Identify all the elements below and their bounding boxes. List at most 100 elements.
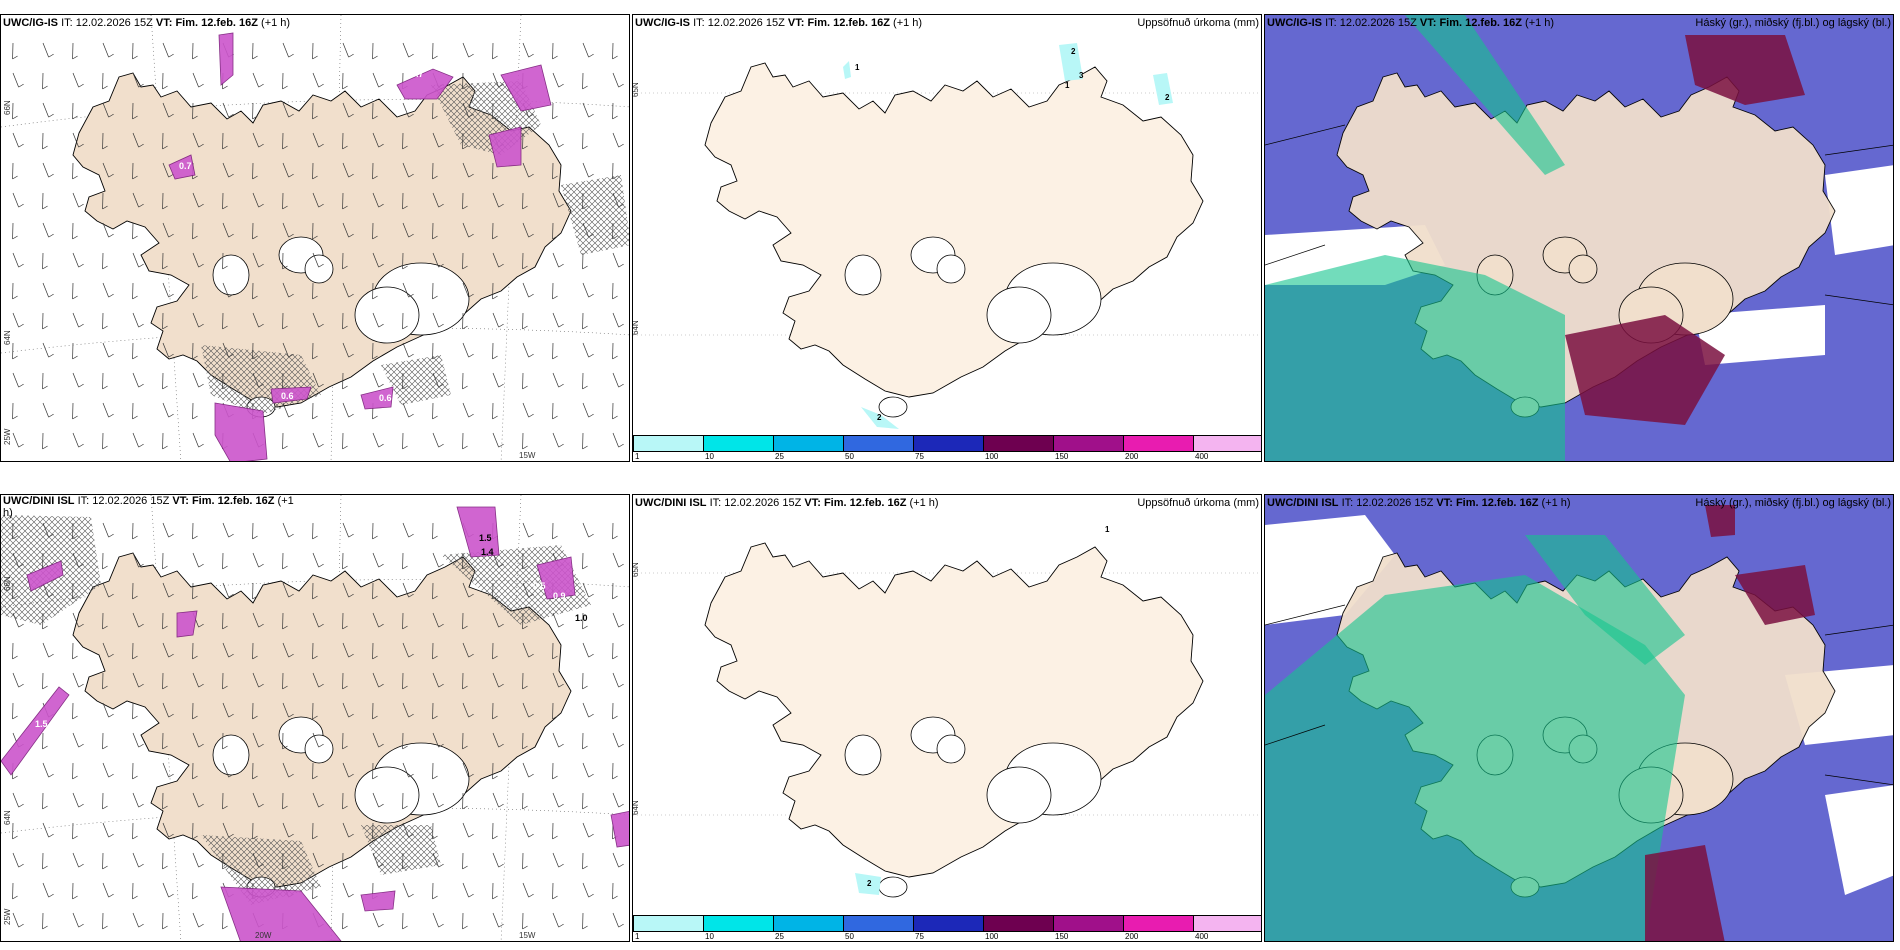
wind-barb-flag <box>522 325 528 330</box>
wind-barb-flag <box>372 235 378 240</box>
wind-barb-flag <box>552 895 558 900</box>
wind-barb-flag <box>108 413 114 418</box>
wind-barb-flag <box>492 415 498 420</box>
wind-barb-flag <box>318 863 324 868</box>
wind-barb-flag <box>618 83 624 88</box>
wind-barb <box>282 582 289 598</box>
wind-barb <box>42 282 49 298</box>
wind-barb-flag <box>318 203 324 208</box>
wind-barb-flag <box>582 385 588 390</box>
wind-barb-flag <box>102 445 108 450</box>
wind-barb <box>42 222 49 238</box>
wind-barb-flag <box>312 115 318 120</box>
precip-area <box>270 386 312 404</box>
wind-barb-flag <box>252 355 258 360</box>
wind-barb-flag <box>78 743 84 748</box>
wind-barb <box>432 672 439 688</box>
wind-barb-flag <box>132 715 138 720</box>
wind-barb <box>192 372 199 388</box>
wind-barb-flag <box>198 263 204 268</box>
wind-barb <box>102 162 109 178</box>
wind-barb-flag <box>192 895 198 900</box>
wind-barb-flag <box>102 85 108 90</box>
wind-barb-flag <box>12 895 18 900</box>
wind-barb <box>342 762 349 778</box>
wind-barb-flag <box>522 745 528 750</box>
wind-barb <box>342 642 349 658</box>
wind-barb-flag <box>198 923 204 928</box>
wind-barb-flag <box>318 383 324 388</box>
wind-barb-flag <box>138 203 144 208</box>
wind-barb-flag <box>558 863 564 868</box>
wind-barb <box>252 252 259 268</box>
wind-barb <box>432 792 439 808</box>
wind-barb-flag <box>552 535 558 540</box>
wind-barb <box>42 42 49 58</box>
wind-barb <box>462 342 469 358</box>
wind-barb <box>282 102 289 118</box>
wind-barb-flag <box>12 655 18 660</box>
wind-barb-flag <box>438 623 444 628</box>
wind-barb <box>222 822 229 838</box>
wind-barb <box>72 312 79 328</box>
wind-barb <box>342 582 349 598</box>
wind-barb-flag <box>18 383 24 388</box>
wind-barb <box>72 252 79 268</box>
low-cloud <box>1735 565 1815 625</box>
wind-barb-flag <box>468 233 474 238</box>
wind-barb <box>282 702 289 718</box>
wind-barb-flag <box>342 745 348 750</box>
precip-value: 1.5 <box>35 719 48 729</box>
wind-barb-flag <box>588 293 594 298</box>
wind-barb-flag <box>252 295 258 300</box>
wind-barb <box>72 852 79 868</box>
wind-barb-flag <box>462 265 468 270</box>
wind-barb <box>492 912 499 928</box>
wind-barb <box>342 342 349 358</box>
wind-barb <box>222 342 229 358</box>
wind-barb <box>492 672 499 688</box>
glacier <box>304 254 334 284</box>
wind-barb-flag <box>162 805 168 810</box>
wind-barb-flag <box>618 143 624 148</box>
wind-barb <box>162 402 169 418</box>
wind-barb <box>252 672 259 688</box>
wind-barb <box>222 582 229 598</box>
wind-barb-flag <box>12 595 18 600</box>
wind-barb <box>342 282 349 298</box>
precip-area <box>26 560 64 592</box>
wind-barb-flag <box>312 175 318 180</box>
colorbar-label: 50 <box>845 452 854 461</box>
wind-barb-flag <box>228 773 234 778</box>
wind-barb <box>102 342 109 358</box>
wind-barb-flag <box>402 145 408 150</box>
wind-barb <box>12 552 19 568</box>
high-cloud <box>1265 575 1685 941</box>
colorbar-label: 1 <box>635 452 640 461</box>
clear-sky <box>1825 785 1893 895</box>
wind-barb-flag <box>288 713 294 718</box>
wind-barb-flag <box>228 173 234 178</box>
wind-barb-flag <box>138 383 144 388</box>
wind-barb <box>522 582 529 598</box>
wind-barb-flag <box>432 775 438 780</box>
lat-label: 64N <box>632 800 640 815</box>
wind-barb <box>402 402 409 418</box>
wind-barb-flag <box>498 743 504 748</box>
wind-barb <box>432 192 439 208</box>
wind-barb <box>312 852 319 868</box>
wind-barb <box>162 102 169 118</box>
wind-barb-flag <box>198 383 204 388</box>
wind-barb-flag <box>342 925 348 930</box>
wind-barb <box>552 432 559 448</box>
wind-barb-flag <box>48 773 54 778</box>
wind-barb-flag <box>48 353 54 358</box>
wind-barb <box>192 432 199 448</box>
wind-barb-flag <box>288 293 294 298</box>
wind-barb-flag <box>18 683 24 688</box>
wind-barb-flag <box>402 265 408 270</box>
wind-barb <box>162 282 169 298</box>
wind-barb-flag <box>288 413 294 418</box>
wind-barb-flag <box>288 233 294 238</box>
wind-barb-flag <box>168 833 174 838</box>
